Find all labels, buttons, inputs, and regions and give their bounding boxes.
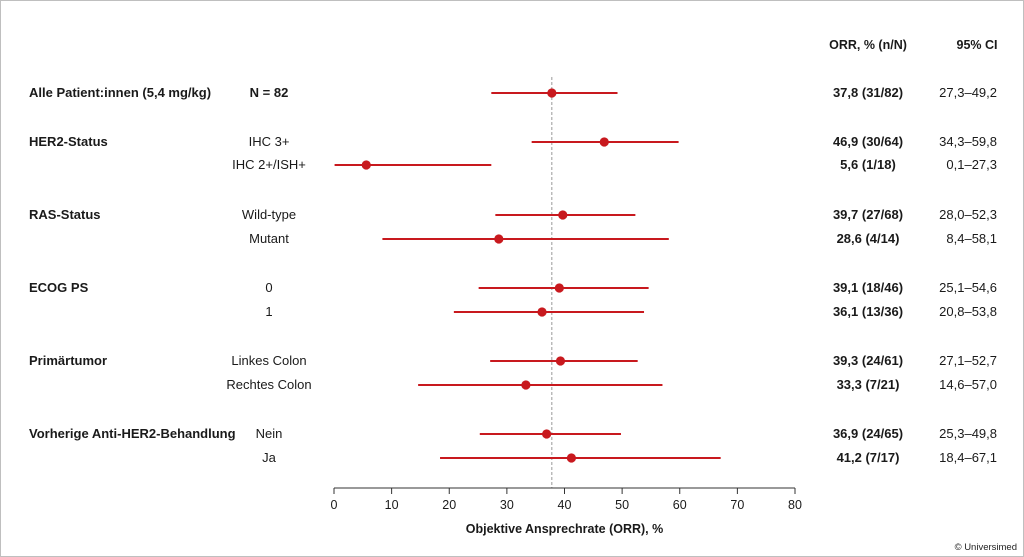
ci-value: 28,0–52,3: [939, 207, 997, 222]
orr-point: [554, 283, 564, 293]
subgroup-label: IHC 2+/ISH+: [232, 157, 306, 172]
subgroup-label: 0: [265, 280, 273, 295]
group-label: RAS-Status: [29, 207, 101, 222]
x-tick-label: 40: [558, 498, 572, 512]
copyright-notice: © Universimed: [954, 542, 1017, 553]
orr-value: 46,9 (30/64): [832, 134, 904, 149]
ci-value: 25,3–49,8: [939, 426, 997, 441]
orr-point: [521, 380, 531, 390]
subgroup-label: Rechtes Colon: [226, 377, 312, 392]
ci-value: 27,3–49,2: [939, 85, 997, 100]
orr-point: [361, 160, 371, 170]
group-label: Alle Patient:innen (5,4 mg/kg): [29, 85, 212, 100]
x-tick-label: 10: [385, 498, 399, 512]
subgroup-label: Ja: [262, 450, 276, 465]
x-tick-label: 20: [442, 498, 456, 512]
ci-value: 8,4–58,1: [946, 231, 997, 246]
orr-point: [542, 429, 552, 439]
orr-value: 37,8 (31/82): [832, 85, 904, 100]
orr-value: 39,7 (27/68): [832, 207, 904, 222]
subgroup-label: Linkes Colon: [231, 353, 307, 368]
subgroup-label: N = 82: [249, 85, 289, 100]
x-tick-label: 80: [788, 498, 802, 512]
x-tick-label: 50: [615, 498, 629, 512]
subgroup-label: Wild-type: [241, 207, 297, 222]
subgroup-label: Nein: [255, 426, 283, 441]
group-label: HER2-Status: [29, 134, 108, 149]
orr-value: 36,9 (24/65): [832, 426, 904, 441]
ci-value: 20,8–53,8: [939, 304, 997, 319]
orr-point: [599, 137, 609, 147]
subgroup-label: 1: [265, 304, 273, 319]
orr-point: [555, 356, 566, 366]
orr-value: 36,1 (13/36): [832, 304, 904, 319]
subgroup-label: Mutant: [249, 231, 289, 246]
ci-value: 0,1–27,3: [946, 157, 997, 172]
orr-value: 39,3 (24/61): [832, 353, 904, 368]
orr-value: 39,1 (18/46): [832, 280, 904, 295]
x-tick-label: 30: [500, 498, 514, 512]
header-orr: ORR, % (n/N): [829, 38, 907, 52]
ci-value: 25,1–54,6: [939, 280, 997, 295]
orr-point: [494, 234, 504, 244]
subgroup-label: IHC 3+: [248, 134, 290, 149]
ci-value: 27,1–52,7: [939, 353, 997, 368]
x-tick-label: 0: [331, 498, 338, 512]
orr-value: 41,2 (7/17): [836, 450, 900, 465]
x-tick-label: 60: [673, 498, 687, 512]
group-label: ECOG PS: [29, 280, 89, 295]
orr-point: [537, 307, 547, 317]
orr-point: [547, 88, 557, 98]
group-label: Vorherige Anti-HER2-Behandlung: [29, 426, 236, 441]
group-label: Primärtumor: [29, 353, 108, 368]
orr-point: [566, 453, 577, 463]
orr-value: 33,3 (7/21): [836, 377, 900, 392]
ci-value: 34,3–59,8: [939, 134, 997, 149]
orr-value: 5,6 (1/18): [840, 157, 896, 172]
header-ci: 95% CI: [956, 38, 998, 52]
orr-point: [558, 210, 568, 220]
x-axis-label: Objektive Ansprechrate (ORR), %: [465, 522, 664, 536]
x-tick-label: 70: [730, 498, 744, 512]
orr-value: 28,6 (4/14): [836, 231, 900, 246]
ci-value: 14,6–57,0: [939, 377, 997, 392]
ci-value: 18,4–67,1: [939, 450, 997, 465]
